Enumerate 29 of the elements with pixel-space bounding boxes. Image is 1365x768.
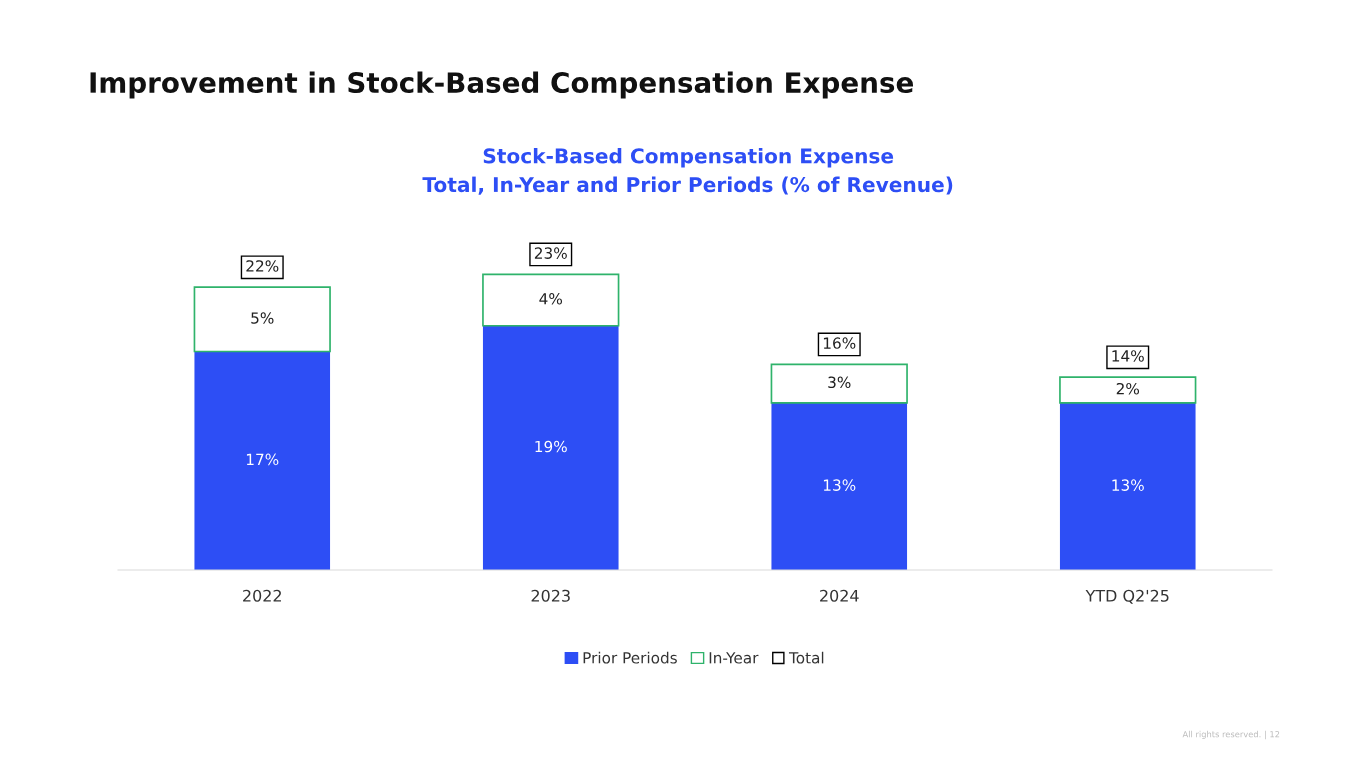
total-label: 22%	[246, 260, 279, 272]
bar	[1059, 376, 1197, 404]
bar	[771, 402, 908, 570]
data-label: 4%	[539, 292, 563, 305]
data-label: 13%	[823, 479, 856, 491]
data-label: 5%	[251, 312, 274, 324]
legend-label: In-Year	[709, 652, 759, 664]
total-label: 23%	[534, 247, 567, 259]
legend-label: Prior Periods	[583, 651, 677, 664]
total-label: 16%	[823, 337, 856, 349]
bar	[482, 325, 619, 570]
x-tick-label: 2022	[243, 589, 281, 602]
data-label: 17%	[246, 453, 279, 466]
bar	[482, 273, 620, 327]
total-label: 14%	[1112, 350, 1144, 362]
data-label: 2%	[1116, 382, 1140, 395]
legend-label: Total	[788, 651, 824, 664]
data-label: 13%	[1112, 479, 1144, 491]
data-label: 19%	[535, 440, 567, 453]
chart-subtitle: Stock-Based Compensation Expense Total, In-Year and Prior Periods (% of Revenue)	[422, 147, 953, 195]
bar	[194, 351, 331, 570]
x-tick-label: YTD Q2'25	[1085, 589, 1169, 604]
x-tick-label: 2024	[820, 589, 859, 602]
chart-title: Improvement in Stock-Based Compensation Expense	[90, 71, 913, 99]
data-label: 3%	[828, 376, 851, 389]
bar	[193, 286, 331, 353]
bar	[1059, 402, 1196, 570]
x-tick-label: 2023	[531, 589, 570, 602]
bar	[770, 363, 908, 404]
